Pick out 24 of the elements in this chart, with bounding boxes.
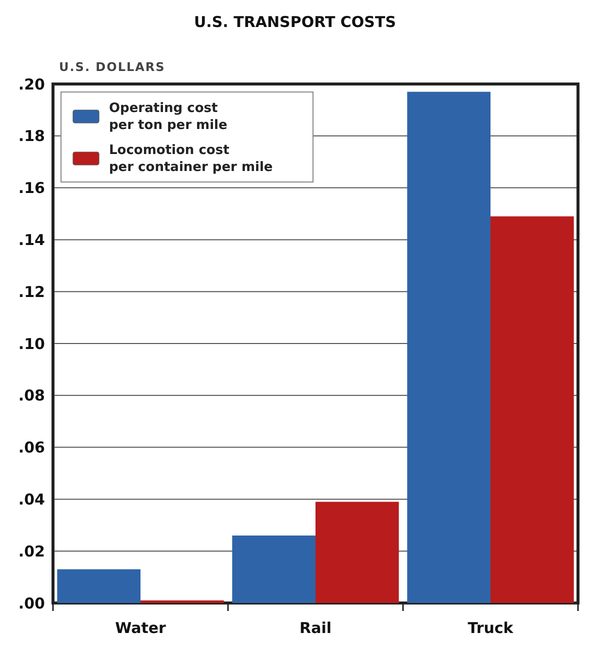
y-tick-label: .20 xyxy=(18,75,45,94)
bar xyxy=(232,536,316,603)
y-tick-label: .14 xyxy=(18,230,45,249)
y-tick-label: .16 xyxy=(18,179,45,198)
bar xyxy=(57,569,140,603)
bar xyxy=(140,600,224,603)
x-tick-label: Water xyxy=(115,619,167,637)
y-tick-label: .06 xyxy=(18,438,45,457)
y-tick-label: .04 xyxy=(18,490,45,508)
chart-title: U.S. TRANSPORT COSTS xyxy=(194,13,396,31)
y-tick-label: .02 xyxy=(18,542,45,560)
y-tick-label: .10 xyxy=(18,334,45,353)
bar xyxy=(316,502,399,603)
legend-label: Operating cost per ton per mile xyxy=(109,101,228,133)
y-tick-label: .12 xyxy=(18,282,45,301)
y-tick-label: .18 xyxy=(18,127,45,146)
bar xyxy=(490,216,574,603)
legend-label: Locomotion cost per container per mile xyxy=(109,143,273,175)
bar xyxy=(407,92,490,603)
x-tick-label: Rail xyxy=(300,619,332,637)
y-tick-label: .08 xyxy=(18,386,45,405)
y-axis-title: U.S. DOLLARS xyxy=(59,60,166,74)
x-tick-label: Truck xyxy=(468,619,514,637)
y-tick-label: .00 xyxy=(18,594,45,612)
